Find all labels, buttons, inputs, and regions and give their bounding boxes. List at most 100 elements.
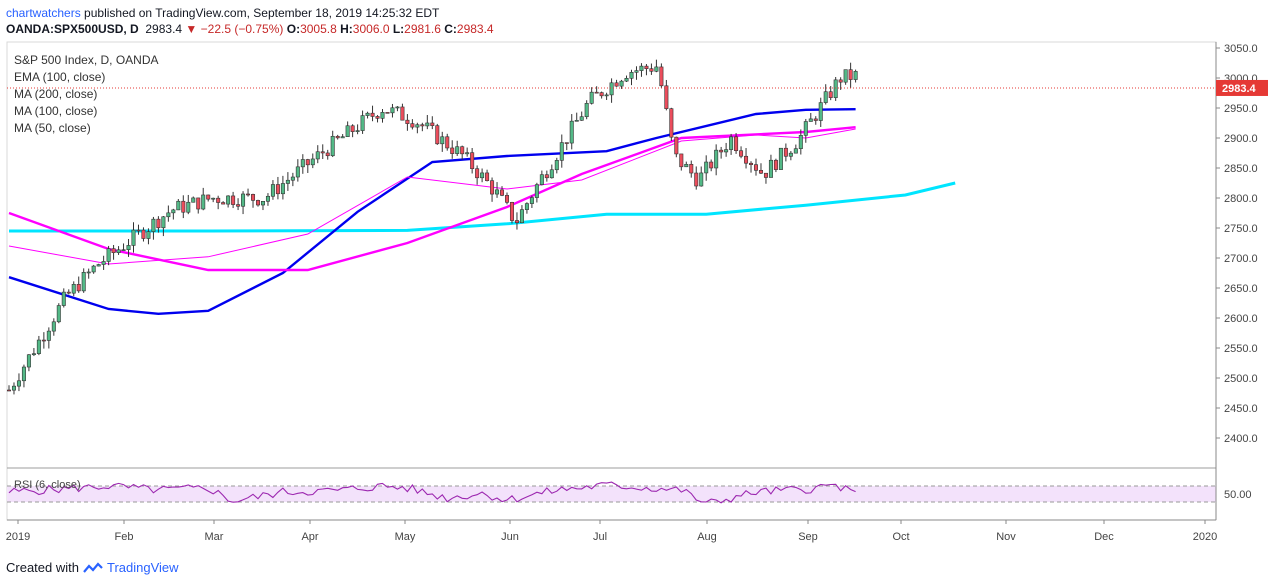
candle-body bbox=[574, 120, 579, 122]
candle-body bbox=[649, 68, 654, 72]
price-tick-label: 2900.0 bbox=[1224, 133, 1258, 145]
legend-item-ma100: MA (100, close) bbox=[14, 104, 98, 118]
candle-body bbox=[365, 112, 370, 116]
candle-body bbox=[7, 389, 12, 392]
candle-body bbox=[141, 229, 146, 239]
candle-body bbox=[121, 249, 126, 251]
candle-body bbox=[594, 91, 599, 94]
ohlc-line: OANDA:SPX500USD, D 2983.4 ▼ −22.5 (−0.75… bbox=[6, 20, 494, 38]
time-tick-label: Aug bbox=[697, 531, 717, 543]
candle-body bbox=[241, 193, 246, 207]
candle-body bbox=[81, 272, 86, 292]
candle-body bbox=[838, 79, 843, 83]
candle-body bbox=[828, 91, 833, 98]
candle-body bbox=[96, 264, 101, 267]
candle-body bbox=[694, 172, 699, 187]
candle-body bbox=[395, 106, 400, 109]
candle-body bbox=[101, 261, 106, 265]
time-tick-label: Oct bbox=[892, 531, 909, 543]
candle-body bbox=[465, 152, 470, 155]
candle-body bbox=[514, 220, 519, 224]
candle-body bbox=[375, 116, 380, 119]
candle-body bbox=[265, 195, 270, 202]
rsi-band bbox=[7, 486, 1216, 502]
time-tick-label: 2019 bbox=[6, 531, 30, 543]
candle-body bbox=[470, 152, 475, 170]
candle-body bbox=[744, 155, 749, 164]
time-tick-label: Mar bbox=[205, 531, 224, 543]
candle-body bbox=[509, 202, 514, 221]
candle-body bbox=[519, 209, 524, 224]
candle-body bbox=[549, 169, 554, 179]
candle-body bbox=[186, 201, 191, 213]
candle-body bbox=[554, 160, 559, 171]
candle-body bbox=[420, 124, 425, 127]
candle-body bbox=[201, 194, 206, 210]
publish-info: published on TradingView.com, September … bbox=[84, 6, 440, 20]
candle-body bbox=[798, 135, 803, 150]
candle-body bbox=[569, 120, 574, 144]
candle-body bbox=[719, 149, 724, 153]
candle-body bbox=[813, 118, 818, 121]
candle-body bbox=[793, 148, 798, 154]
candle-body bbox=[300, 159, 305, 168]
candle-body bbox=[246, 193, 251, 196]
legend-item-ma200: MA (200, close) bbox=[14, 87, 98, 101]
candle-body bbox=[156, 218, 161, 229]
candle-body bbox=[445, 136, 450, 149]
candle-body bbox=[251, 194, 256, 201]
rsi-panel bbox=[7, 481, 1216, 504]
candle-body bbox=[480, 172, 485, 179]
candle-body bbox=[584, 103, 589, 118]
candle-body bbox=[66, 291, 71, 294]
candle-body bbox=[260, 200, 265, 206]
candle-body bbox=[161, 216, 166, 229]
candle-body bbox=[136, 229, 141, 232]
candle-body bbox=[808, 118, 813, 122]
candle-body bbox=[704, 161, 709, 174]
author-link[interactable]: chartwatchers bbox=[6, 6, 81, 20]
candle-body bbox=[435, 125, 440, 145]
candle-body bbox=[689, 163, 694, 174]
tradingview-brand[interactable]: TradingView bbox=[106, 560, 179, 575]
candle-body bbox=[350, 125, 355, 132]
candle-body bbox=[729, 136, 734, 150]
publish-header: chartwatchers published on TradingView.c… bbox=[6, 4, 439, 22]
candle-body bbox=[91, 265, 96, 273]
price-tick-label: 2750.0 bbox=[1224, 223, 1258, 235]
candle-body bbox=[599, 92, 604, 97]
candle-body bbox=[146, 231, 151, 239]
candle-body bbox=[56, 305, 61, 323]
price-tick-label: 2450.0 bbox=[1224, 403, 1258, 415]
rsi-tick-label: 50.00 bbox=[1224, 489, 1252, 501]
legend-title: S&P 500 Index, D, OANDA bbox=[14, 53, 159, 67]
candle-body bbox=[270, 184, 275, 197]
plot-frame bbox=[6, 41, 1217, 521]
candle-body bbox=[639, 65, 644, 71]
time-tick-label: Jul bbox=[593, 531, 607, 543]
time-tick-label: Dec bbox=[1094, 531, 1114, 543]
candle-body bbox=[619, 80, 624, 87]
candle-body bbox=[714, 149, 719, 169]
candle-body bbox=[340, 136, 345, 139]
candle-body bbox=[425, 122, 430, 127]
candle-body bbox=[290, 176, 295, 181]
time-tick-label: May bbox=[395, 531, 416, 543]
symbol-label: OANDA:SPX500USD, D bbox=[6, 22, 139, 36]
candle-body bbox=[724, 149, 729, 153]
candle-body bbox=[226, 195, 231, 205]
price-change: −22.5 (−0.75%) bbox=[200, 22, 284, 36]
candle-body bbox=[739, 150, 744, 157]
high-value: 3006.0 bbox=[352, 22, 390, 36]
candle-body bbox=[773, 159, 778, 170]
ma50-line bbox=[8, 128, 856, 265]
candle-body bbox=[221, 202, 226, 205]
candle-body bbox=[430, 122, 435, 126]
candle-body bbox=[475, 168, 480, 179]
candle-body bbox=[176, 200, 181, 211]
low-label: L: bbox=[392, 22, 405, 36]
price-tick-label: 2400.0 bbox=[1224, 433, 1258, 445]
price-tick-label: 3050.0 bbox=[1224, 43, 1258, 55]
grid bbox=[6, 41, 1217, 521]
